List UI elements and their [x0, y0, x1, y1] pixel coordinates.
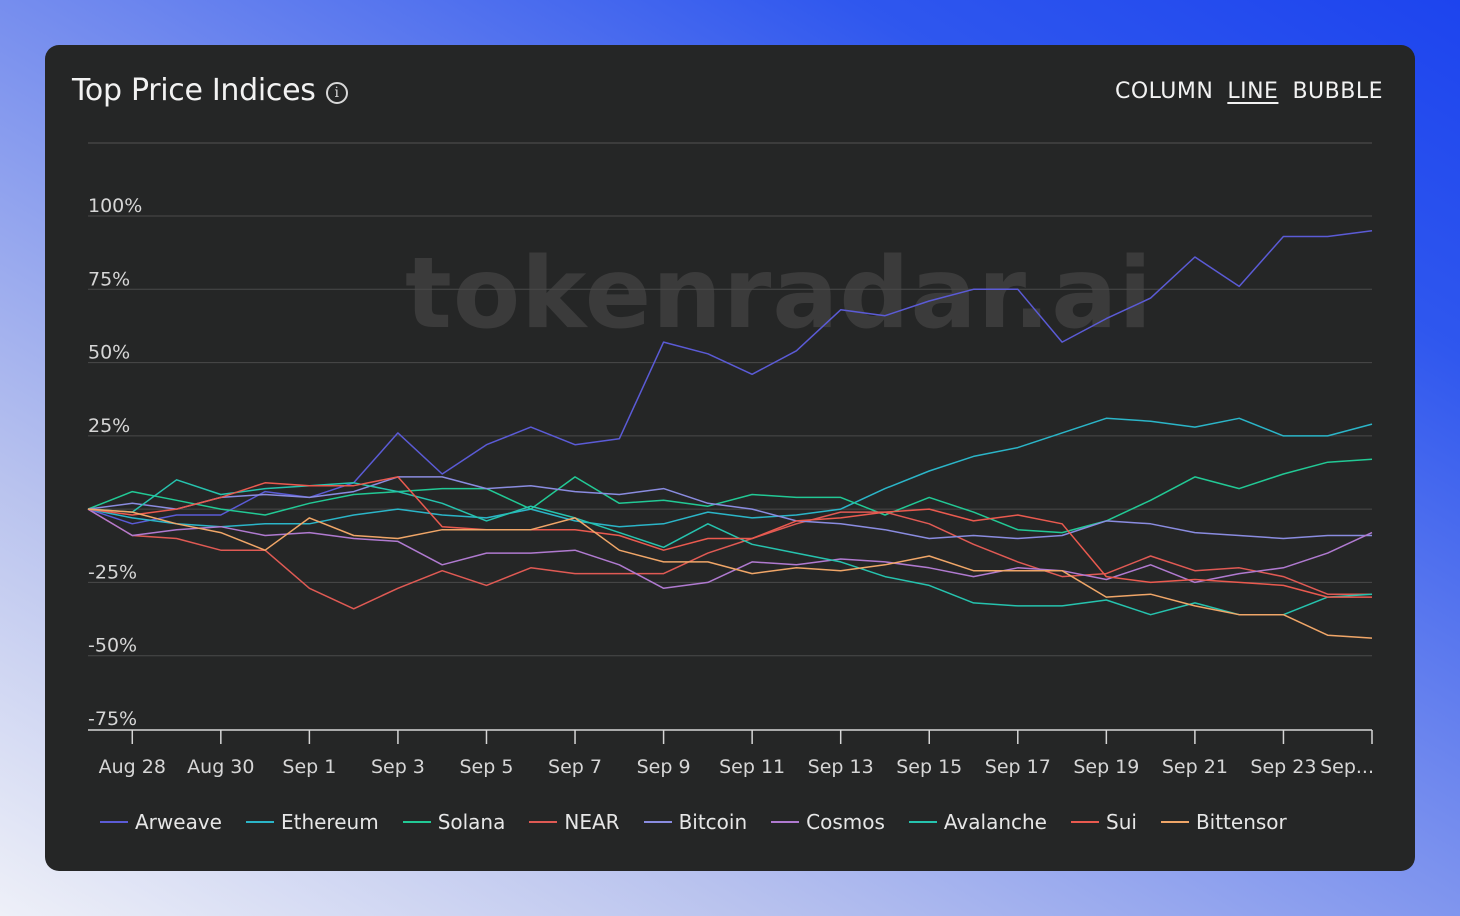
info-icon[interactable]: i: [325, 81, 348, 104]
legend-item-cosmos[interactable]: Cosmos: [771, 810, 885, 834]
x-tick-label: Aug 30: [187, 756, 254, 778]
legend-item-avalanche[interactable]: Avalanche: [908, 810, 1047, 834]
toggle-bubble[interactable]: BUBBLE: [1292, 79, 1383, 104]
chart-title: Top Price Indices: [72, 73, 316, 108]
y-tick-label: 25%: [88, 415, 130, 437]
y-tick-label: -25%: [88, 561, 137, 583]
legend-label: Arweave: [135, 810, 222, 834]
y-tick-label: 100%: [88, 195, 142, 217]
legend-label: Solana: [437, 810, 506, 834]
series-line-solana: [87, 458, 1373, 534]
legend-item-ethereum[interactable]: Ethereum: [245, 810, 379, 834]
legend-label: NEAR: [564, 810, 620, 834]
legend-item-solana[interactable]: Solana: [402, 810, 506, 834]
legend-swatch: [643, 821, 672, 823]
x-tick-label: Sep 11: [719, 756, 785, 778]
x-tick-label: Sep...: [1320, 756, 1374, 778]
chart-title-row: Top Price Indices i: [72, 73, 348, 108]
legend-label: Bitcoin: [678, 810, 748, 834]
legend-swatch: [908, 821, 937, 823]
x-tick-label: Sep 17: [985, 756, 1051, 778]
y-tick-label: 75%: [88, 268, 130, 290]
x-tick-label: Sep 1: [282, 756, 336, 778]
x-tick-label: Sep 19: [1073, 756, 1139, 778]
toggle-line[interactable]: LINE: [1227, 79, 1279, 104]
series-line-avalanche: [87, 479, 1373, 616]
legend-swatch: [402, 821, 431, 823]
legend-label: Cosmos: [806, 810, 885, 834]
x-tick-label: Sep 5: [460, 756, 514, 778]
y-tick-label: 50%: [88, 342, 130, 364]
legend-label: Sui: [1106, 810, 1137, 834]
x-tick-label: Aug 28: [99, 756, 166, 778]
x-tick-label: Sep 9: [637, 756, 691, 778]
legend-item-near[interactable]: NEAR: [529, 810, 620, 834]
series-line-cosmos: [87, 508, 1373, 590]
line-chart: 100% 75% 50% 25% -25% -50% -75% Aug 28 Aug 30 Sep…: [87, 142, 1374, 778]
chart-card: Top Price Indices i COLUMN LINE BUBBLE t…: [45, 45, 1415, 871]
y-tick-label: -75%: [88, 708, 137, 730]
x-tick-label: Sep 21: [1162, 756, 1228, 778]
x-tick-label: Sep 13: [808, 756, 874, 778]
series-line-arweave: [87, 229, 1373, 525]
toggle-column[interactable]: COLUMN: [1114, 79, 1214, 104]
x-tick-label: Sep 23: [1250, 756, 1316, 778]
series-line-bittensor: [87, 508, 1373, 639]
series-line-near: [87, 508, 1372, 610]
legend-item-sui[interactable]: Sui: [1071, 810, 1137, 834]
x-tick-label: Sep 7: [548, 756, 602, 778]
legend-swatch: [100, 821, 128, 823]
legend-swatch: [771, 821, 800, 823]
legend-item-arweave[interactable]: Arweave: [100, 810, 222, 834]
legend-label: Ethereum: [280, 810, 379, 834]
series-line-sui: [87, 476, 1372, 598]
legend-item-bitcoin[interactable]: Bitcoin: [643, 810, 748, 834]
legend-item-bittensor[interactable]: Bittensor: [1160, 810, 1287, 834]
legend-swatch: [529, 821, 558, 823]
legend-label: Avalanche: [943, 810, 1047, 834]
chart-type-toggle: COLUMN LINE BUBBLE: [1115, 79, 1383, 104]
series-line-bitcoin: [87, 476, 1372, 540]
chart-legend: Arweave Ethereum Solana NEAR Bitcoin Cosmos Av…: [100, 810, 1311, 834]
y-tick-label: -50%: [88, 635, 137, 657]
x-tick-label: Sep 15: [896, 756, 962, 778]
legend-swatch: [245, 821, 274, 823]
legend-swatch: [1071, 821, 1099, 823]
x-tick-label: Sep 3: [371, 756, 425, 778]
legend-label: Bittensor: [1195, 810, 1287, 834]
legend-swatch: [1160, 821, 1189, 823]
